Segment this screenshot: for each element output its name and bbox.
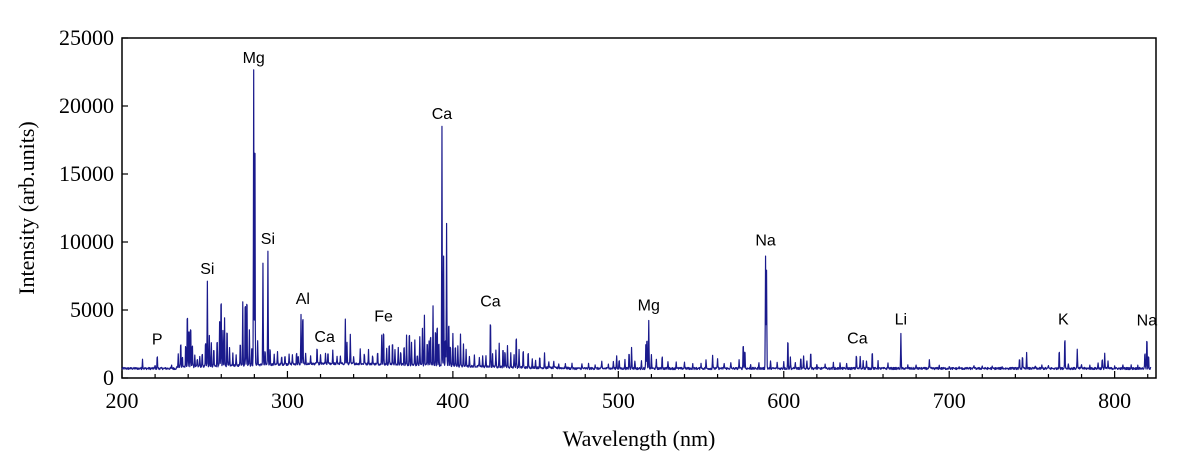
peak-label-na: Na (1137, 313, 1158, 330)
peak-label-ca: Ca (314, 329, 335, 346)
x-tick-label: 200 (106, 388, 139, 413)
y-tick-label: 10000 (59, 229, 114, 254)
y-tick-label: 20000 (59, 93, 114, 118)
peak-annotations: P Si Mg Si Al Ca Fe Ca Ca Mg Na Ca Li K Na (152, 50, 1157, 349)
x-tick-label: 600 (767, 388, 800, 413)
x-tick-label: 300 (271, 388, 304, 413)
peak-label-mg: Mg (243, 50, 265, 67)
y-tick-label: 25000 (59, 25, 114, 50)
y-tick-label: 5000 (70, 297, 114, 322)
x-tick-label: 700 (933, 388, 966, 413)
y-axis-ticks: 0 5000 10000 15000 20000 25000 (59, 25, 128, 390)
peak-label-p: P (152, 332, 163, 349)
peak-label-na: Na (755, 232, 776, 249)
x-tick-label: 800 (1098, 388, 1131, 413)
peak-label-ca: Ca (847, 330, 868, 347)
peak-label-si: Si (261, 231, 275, 248)
y-axis-title: Intensity (arb.units) (14, 121, 39, 295)
plot-area-frame (121, 37, 1157, 379)
peak-label-si: Si (200, 261, 214, 278)
y-tick-label: 0 (103, 365, 114, 390)
peak-label-fe: Fe (374, 309, 393, 326)
x-tick-label: 500 (602, 388, 635, 413)
y-tick-label: 15000 (59, 161, 114, 186)
peak-label-al: Al (296, 291, 310, 308)
peak-label-ca: Ca (480, 294, 501, 311)
peak-label-mg: Mg (638, 298, 660, 315)
x-axis-title: Wavelength (nm) (563, 426, 716, 451)
x-axis-ticks: 200 300 400 500 600 700 800 (106, 371, 1149, 413)
peak-label-k: K (1058, 311, 1069, 328)
x-tick-label: 400 (436, 388, 469, 413)
spectrum-line (121, 69, 1152, 371)
peak-label-ca: Ca (432, 106, 453, 123)
peak-label-li: Li (895, 311, 907, 328)
